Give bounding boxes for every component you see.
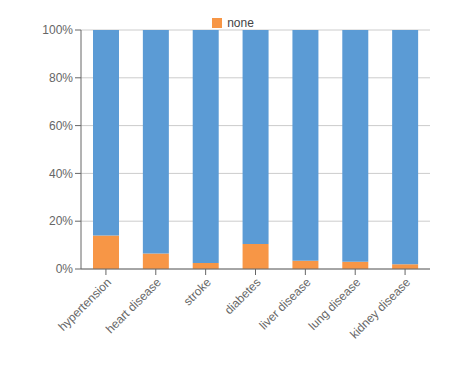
- svg-text:40%: 40%: [49, 167, 73, 181]
- svg-text:diabetes: diabetes: [222, 275, 264, 317]
- svg-text:lung disease: lung disease: [305, 275, 364, 333]
- svg-text:liver disease: liver disease: [256, 275, 313, 332]
- svg-text:0%: 0%: [56, 262, 74, 276]
- html-text:none: none: [227, 16, 254, 30]
- svg-text:hypertension: hypertension: [55, 275, 115, 334]
- svg-text:80%: 80%: [49, 71, 73, 85]
- svg-text:20%: 20%: [49, 214, 73, 228]
- svg-text:100%: 100%: [42, 23, 73, 37]
- svg-text:heart disease: heart disease: [103, 275, 164, 336]
- svg-text:60%: 60%: [49, 119, 73, 133]
- svg-text:kidney disease: kidney disease: [347, 275, 413, 341]
- svg-text:stroke: stroke: [181, 275, 214, 308]
